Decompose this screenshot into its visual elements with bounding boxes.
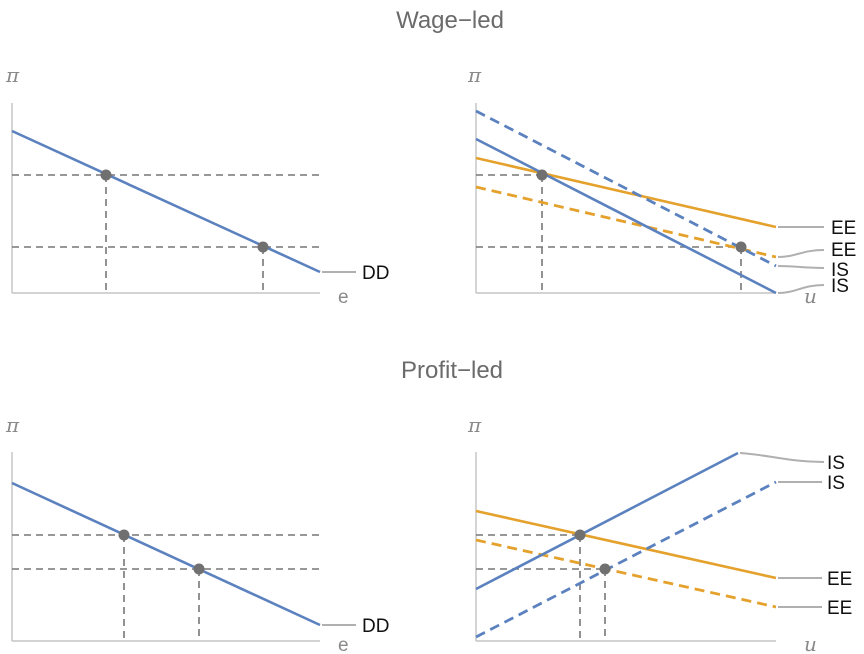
- label-ee-dashed: EE: [827, 598, 852, 619]
- x-axis-label-u: u: [804, 632, 817, 654]
- is-curve-dashed: [475, 109, 777, 268]
- label-is-dashed: IS: [827, 473, 845, 494]
- ee-curve-solid: [475, 509, 777, 580]
- is-curve-dashed: [475, 480, 777, 639]
- y-axis-label-pi: π: [467, 63, 482, 87]
- ee-curve-dashed: [475, 185, 777, 259]
- is-curve-solid: [475, 137, 777, 295]
- panel-profit-led-dd: π e DD: [5, 413, 389, 654]
- x-axis-label-e: e: [338, 287, 349, 308]
- label-dd: DD: [362, 263, 389, 284]
- label-is-solid: IS: [827, 453, 845, 474]
- x-axis-label-e: e: [338, 635, 349, 654]
- dd-curve: [11, 129, 321, 274]
- label-ee-solid: EE: [827, 569, 852, 590]
- equilibrium-point-1: [574, 529, 586, 541]
- y-axis-label-pi: π: [5, 413, 20, 437]
- y-axis-label-pi: π: [467, 413, 482, 437]
- label-is-dashed: IS: [831, 260, 849, 281]
- is-curve-solid: [475, 451, 739, 591]
- equilibrium-point-1: [536, 169, 548, 181]
- equilibrium-point-2: [599, 563, 611, 575]
- equilibrium-point-2: [193, 563, 205, 575]
- is-dashed-leader: [777, 265, 825, 269]
- x-axis-label-u: u: [804, 284, 817, 308]
- equilibrium-point-2: [735, 241, 747, 253]
- equilibrium-point-1: [100, 169, 112, 181]
- title-profit-led: Profit−led: [401, 357, 503, 384]
- equilibrium-point-1: [118, 529, 130, 541]
- panel-wage-led-is-ee: π u EE EE IS IS: [467, 63, 856, 308]
- title-wage-led: Wage−led: [396, 7, 504, 34]
- dd-curve: [11, 481, 321, 627]
- equilibrium-point-2: [257, 241, 269, 253]
- panel-profit-led-is-ee: π u IS IS EE EE: [467, 413, 852, 654]
- y-axis-label-pi: π: [5, 63, 20, 87]
- is-solid-leader: [777, 284, 825, 294]
- label-ee-dashed: EE: [831, 240, 856, 261]
- ee-dashed-leader: [777, 249, 825, 258]
- ee-curve-dashed: [475, 538, 777, 609]
- is-solid-leader: [739, 452, 825, 463]
- label-ee-solid: EE: [831, 218, 856, 239]
- panel-wage-led-dd: π e DD: [5, 63, 389, 308]
- label-is-solid: IS: [831, 276, 849, 297]
- label-dd: DD: [362, 616, 389, 637]
- ee-curve-solid: [475, 156, 777, 229]
